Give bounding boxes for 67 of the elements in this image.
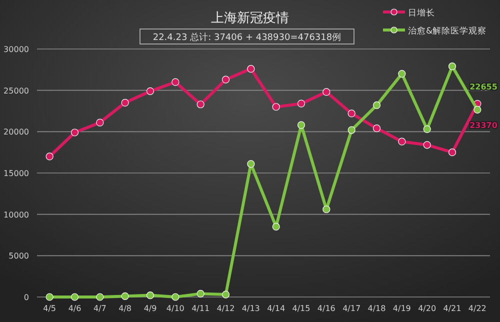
x-tick-label: 4/7 xyxy=(93,304,106,313)
x-tick-label: 4/6 xyxy=(68,304,82,313)
point xyxy=(121,98,129,107)
x-tick-label: 4/5 xyxy=(43,304,56,313)
point xyxy=(297,121,306,129)
point xyxy=(297,100,306,108)
point xyxy=(272,222,280,231)
point xyxy=(96,293,104,301)
legend-label: 日增长 xyxy=(408,8,435,18)
point xyxy=(70,128,79,136)
point xyxy=(348,126,356,134)
point xyxy=(398,138,406,146)
point xyxy=(348,110,356,118)
point xyxy=(222,76,230,84)
y-tick-label: 30000 xyxy=(4,45,29,54)
y-tick-label: 15000 xyxy=(4,169,29,178)
point xyxy=(222,290,230,298)
point xyxy=(372,101,381,110)
point xyxy=(322,88,330,96)
subtitle: 22.4.23 总计: 37406 + 438930=476318例 xyxy=(140,28,354,44)
point xyxy=(121,292,129,300)
point xyxy=(96,118,104,126)
point xyxy=(146,292,154,300)
point xyxy=(272,103,280,111)
point xyxy=(398,70,406,78)
point xyxy=(474,106,482,114)
point xyxy=(372,124,381,132)
x-tick-label: 4/22 xyxy=(468,304,486,313)
point xyxy=(322,206,330,214)
point xyxy=(196,290,204,298)
y-tick-label: 10000 xyxy=(4,210,29,220)
x-tick-label: 4/14 xyxy=(267,304,286,313)
point xyxy=(448,62,456,70)
x-tick-label: 4/9 xyxy=(144,304,157,313)
x-tick-label: 4/20 xyxy=(418,304,436,313)
x-tick-label: 4/18 xyxy=(368,304,386,313)
point xyxy=(46,293,54,301)
point xyxy=(70,293,79,301)
chart-subtitle: 22.4.23 总计: 37406 + 438930=476318例 xyxy=(152,32,342,43)
point xyxy=(448,148,456,156)
point xyxy=(423,141,431,149)
y-tick-label: 0 xyxy=(24,293,29,302)
point xyxy=(46,152,54,160)
y-tick-label: 25000 xyxy=(4,86,29,96)
x-tick-label: 4/10 xyxy=(166,304,184,313)
x-tick-label: 4/21 xyxy=(443,304,462,313)
x-tick-label: 4/19 xyxy=(392,304,411,313)
point xyxy=(247,65,255,73)
x-tick-label: 4/8 xyxy=(118,304,132,313)
x-tick-label: 4/12 xyxy=(216,304,235,313)
x-tick-label: 4/16 xyxy=(317,304,336,313)
y-tick-label: 5000 xyxy=(8,252,29,261)
point xyxy=(172,78,180,86)
legend-label: 治愈&解除医学观察 xyxy=(408,26,487,36)
point xyxy=(423,125,431,133)
y-tick-label: 20000 xyxy=(4,128,29,137)
point xyxy=(146,87,154,95)
point xyxy=(172,293,180,301)
x-tick-label: 4/13 xyxy=(242,304,260,313)
x-tick-label: 4/15 xyxy=(292,304,310,313)
data-label: 23370 xyxy=(470,120,498,130)
x-tick-label: 4/17 xyxy=(342,304,361,313)
data-label: 22655 xyxy=(470,82,498,92)
point xyxy=(247,160,255,168)
x-tick-label: 4/11 xyxy=(192,304,210,313)
title: 上海新冠疫情 xyxy=(211,11,289,26)
point xyxy=(196,100,204,108)
